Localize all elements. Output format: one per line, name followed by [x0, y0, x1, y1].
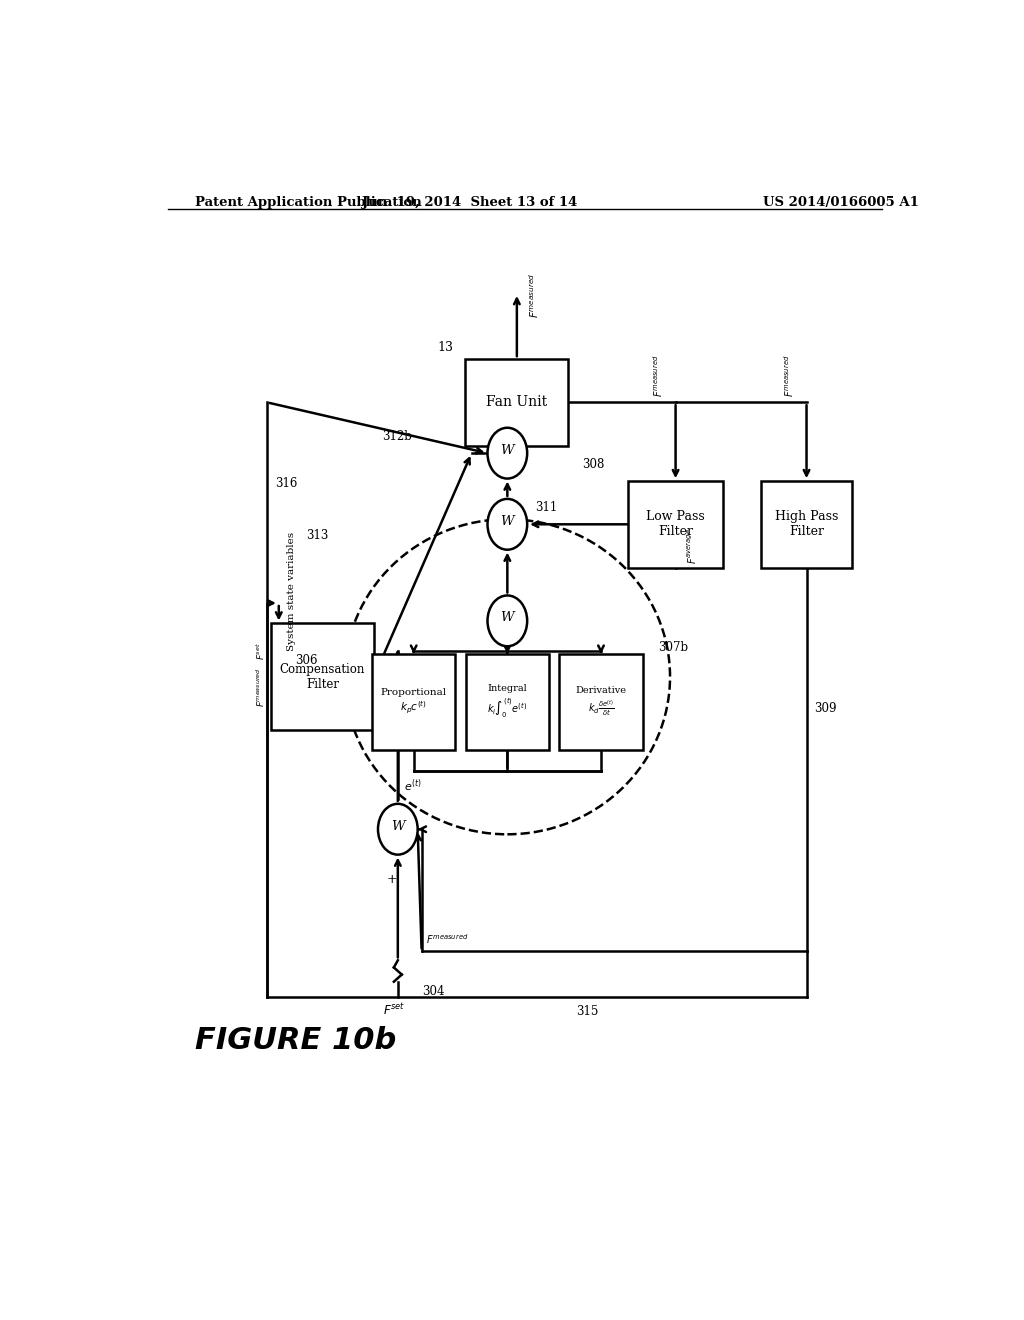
Text: US 2014/0166005 A1: US 2014/0166005 A1 [763, 195, 919, 209]
Text: $F^{measured}$: $F^{measured}$ [651, 355, 666, 397]
Text: W: W [501, 444, 514, 457]
Text: $F^{average}$: $F^{average}$ [686, 528, 699, 564]
Text: $F^{measured}$: $F^{measured}$ [255, 667, 267, 706]
Text: Low Pass
Filter: Low Pass Filter [646, 511, 705, 539]
Text: Jun. 19, 2014  Sheet 13 of 14: Jun. 19, 2014 Sheet 13 of 14 [361, 195, 577, 209]
Text: $e^{(t)}$: $e^{(t)}$ [403, 777, 422, 793]
Text: Patent Application Publication: Patent Application Publication [196, 195, 422, 209]
Text: Compensation
Filter: Compensation Filter [280, 663, 366, 690]
FancyBboxPatch shape [466, 653, 549, 751]
FancyBboxPatch shape [465, 359, 568, 446]
Text: Derivative
$k_d\frac{\delta e^{(t)}}{\delta t}$: Derivative $k_d\frac{\delta e^{(t)}}{\de… [575, 686, 627, 718]
FancyBboxPatch shape [559, 653, 643, 751]
Text: Proportional
$k_pc^{(t)}$: Proportional $k_pc^{(t)}$ [381, 689, 446, 715]
Text: $F^{measured}$: $F^{measured}$ [527, 273, 541, 318]
Text: FIGURE 10b: FIGURE 10b [196, 1026, 397, 1055]
Text: $F^{set}$: $F^{set}$ [383, 1002, 406, 1018]
Text: $F^{set}$: $F^{set}$ [255, 643, 267, 660]
Circle shape [487, 595, 527, 647]
Text: W: W [391, 820, 404, 833]
FancyBboxPatch shape [761, 480, 852, 568]
Text: $F^{measured}$: $F^{measured}$ [426, 932, 468, 946]
FancyBboxPatch shape [270, 623, 374, 730]
Text: 307b: 307b [658, 642, 689, 655]
Text: 315: 315 [577, 1005, 599, 1018]
Text: W: W [501, 611, 514, 624]
Text: 312b: 312b [382, 430, 412, 444]
Circle shape [487, 428, 527, 479]
Text: 313: 313 [306, 529, 329, 543]
FancyBboxPatch shape [372, 653, 456, 751]
FancyBboxPatch shape [628, 480, 723, 568]
Text: 308: 308 [582, 458, 604, 471]
Text: 304: 304 [422, 985, 444, 998]
Text: System state variables: System state variables [287, 532, 296, 651]
Text: High Pass
Filter: High Pass Filter [775, 511, 839, 539]
Text: $F^{measured}$: $F^{measured}$ [782, 355, 797, 397]
Text: Integral
$k_i\int_0^{(t)}e^{(t)}$: Integral $k_i\int_0^{(t)}e^{(t)}$ [487, 684, 527, 721]
Text: W: W [501, 515, 514, 528]
Text: 311: 311 [536, 502, 557, 515]
Circle shape [378, 804, 418, 854]
Text: 306: 306 [295, 653, 317, 667]
Text: 309: 309 [814, 702, 837, 715]
Circle shape [487, 499, 527, 549]
Text: 13: 13 [437, 341, 454, 354]
Text: +: + [386, 873, 397, 886]
Text: 316: 316 [274, 477, 297, 490]
Text: Fan Unit: Fan Unit [486, 395, 548, 409]
